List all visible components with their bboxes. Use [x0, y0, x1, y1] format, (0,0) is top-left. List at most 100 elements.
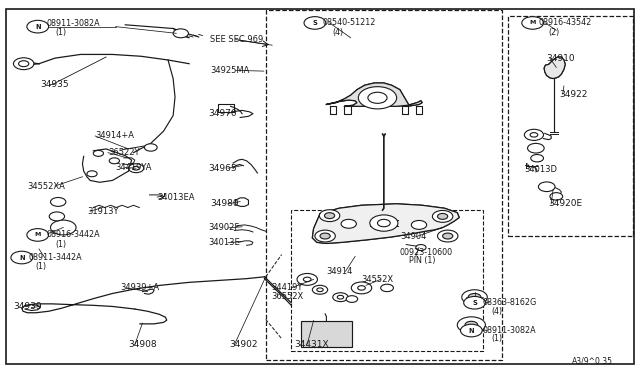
Text: 34013D: 34013D	[524, 165, 557, 174]
Text: 34902F: 34902F	[208, 223, 239, 232]
Circle shape	[527, 143, 544, 153]
Text: 31913Y: 31913Y	[87, 207, 118, 216]
Text: 34904: 34904	[400, 232, 426, 241]
Circle shape	[337, 295, 344, 299]
Text: 34970: 34970	[208, 109, 237, 118]
Text: 00923-10600: 00923-10600	[400, 248, 453, 257]
Circle shape	[173, 29, 188, 38]
Text: N: N	[35, 24, 40, 30]
Circle shape	[49, 212, 65, 221]
Circle shape	[550, 193, 563, 200]
Circle shape	[129, 164, 144, 173]
Text: PIN (1): PIN (1)	[410, 256, 436, 265]
Circle shape	[341, 219, 356, 228]
Circle shape	[11, 251, 33, 264]
Text: 08916-3442A: 08916-3442A	[47, 230, 100, 240]
Circle shape	[109, 158, 120, 164]
Text: 08540-51212: 08540-51212	[323, 19, 376, 28]
Circle shape	[524, 129, 543, 140]
Text: 34908: 34908	[129, 340, 157, 349]
Polygon shape	[326, 83, 422, 106]
Text: 34922: 34922	[559, 90, 588, 99]
Bar	[266, 10, 502, 360]
Text: 34431X: 34431X	[294, 340, 329, 349]
Text: M: M	[529, 20, 536, 25]
Circle shape	[468, 294, 481, 301]
Circle shape	[346, 296, 358, 302]
Circle shape	[87, 171, 97, 177]
Text: A3/9^0.35: A3/9^0.35	[572, 356, 613, 365]
Circle shape	[27, 229, 49, 241]
Circle shape	[13, 58, 34, 70]
Circle shape	[538, 182, 555, 192]
Circle shape	[145, 144, 157, 151]
Text: S: S	[312, 20, 317, 26]
Circle shape	[433, 211, 453, 222]
Polygon shape	[312, 204, 460, 243]
Circle shape	[312, 285, 328, 294]
Circle shape	[464, 296, 485, 309]
Circle shape	[461, 324, 482, 337]
Circle shape	[133, 166, 140, 170]
Text: 34910: 34910	[547, 54, 575, 62]
Circle shape	[522, 17, 543, 29]
Text: (2): (2)	[548, 28, 560, 37]
Text: (1): (1)	[55, 28, 66, 38]
Text: 34419Y: 34419Y	[271, 283, 303, 292]
Circle shape	[438, 230, 458, 242]
Text: 08363-8162G: 08363-8162G	[483, 298, 537, 307]
Circle shape	[319, 210, 340, 222]
Bar	[508, 16, 633, 236]
Circle shape	[315, 230, 335, 242]
Circle shape	[303, 277, 311, 282]
Text: M: M	[35, 232, 41, 237]
Circle shape	[530, 133, 538, 137]
Text: 34419YA: 34419YA	[116, 163, 152, 172]
Text: 08916-43542: 08916-43542	[538, 19, 591, 28]
Text: (4): (4)	[491, 307, 502, 316]
Circle shape	[381, 284, 394, 292]
Text: 08911-3082A: 08911-3082A	[483, 326, 536, 335]
Text: 34013EA: 34013EA	[157, 193, 195, 202]
Text: 34552XA: 34552XA	[28, 182, 65, 190]
Circle shape	[297, 273, 317, 285]
Text: 34935: 34935	[40, 80, 69, 89]
Text: 34925MA: 34925MA	[210, 66, 250, 75]
Circle shape	[324, 213, 335, 219]
Text: 36522Y: 36522Y	[108, 148, 140, 157]
Circle shape	[358, 87, 397, 109]
Text: SEE SEC.969: SEE SEC.969	[210, 35, 264, 44]
Text: 34914: 34914	[326, 267, 353, 276]
Bar	[301, 321, 352, 347]
Circle shape	[465, 321, 477, 329]
Bar	[291, 210, 483, 351]
Text: 08911-3442A: 08911-3442A	[29, 253, 83, 262]
Text: 34902: 34902	[229, 340, 258, 349]
Text: 34965: 34965	[208, 164, 237, 173]
Text: 34939+A: 34939+A	[121, 283, 160, 292]
Text: 34939: 34939	[13, 302, 42, 311]
Circle shape	[438, 214, 448, 219]
Text: 34552X: 34552X	[362, 275, 394, 284]
Text: (4): (4)	[333, 28, 344, 37]
Circle shape	[51, 198, 66, 206]
Text: 34980: 34980	[210, 199, 239, 208]
Circle shape	[304, 17, 326, 29]
Text: 08911-3082A: 08911-3082A	[47, 19, 100, 28]
Circle shape	[320, 233, 330, 239]
Circle shape	[370, 215, 398, 231]
Circle shape	[333, 293, 348, 302]
Circle shape	[93, 150, 104, 156]
Circle shape	[51, 220, 76, 235]
Circle shape	[378, 219, 390, 227]
Circle shape	[412, 221, 427, 230]
Circle shape	[27, 20, 49, 33]
Text: (1): (1)	[55, 240, 66, 249]
Text: N: N	[468, 327, 474, 334]
Circle shape	[462, 290, 487, 305]
Circle shape	[358, 286, 365, 290]
Circle shape	[458, 317, 485, 333]
Circle shape	[317, 288, 323, 292]
Circle shape	[351, 282, 372, 294]
Circle shape	[368, 92, 387, 103]
